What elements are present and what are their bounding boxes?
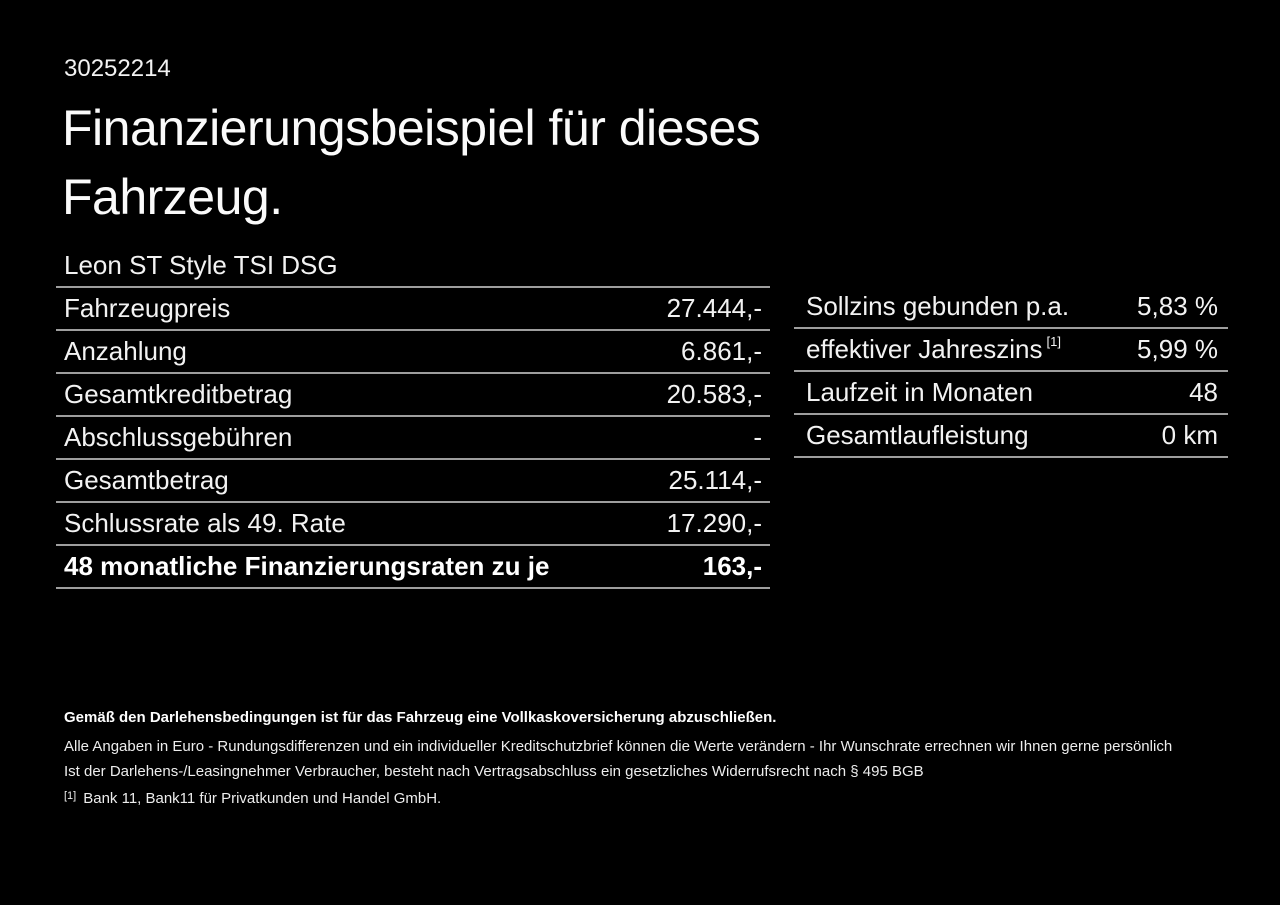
row-label: 48 monatliche Finanzierungsraten zu je (64, 551, 550, 581)
row-value: 5,99 % (1137, 334, 1218, 364)
row-label: Gesamtlaufleistung (806, 420, 1029, 450)
table-row-anzahlung: Anzahlung 6.861,- (56, 331, 770, 374)
table-row-schlussrate: Schlussrate als 49. Rate 17.290,- (56, 503, 770, 546)
table-row-fahrzeugpreis: Fahrzeugpreis 27.444,- (56, 288, 770, 331)
vehicle-name: Leon ST Style TSI DSG (64, 250, 338, 280)
page-title: Finanzierungsbeispiel für dieses Fahrzeug… (62, 94, 761, 232)
conditions-table: Sollzins gebunden p.a. 5,83 % effektiver… (794, 286, 1228, 458)
bank-footnote: [1] Bank 11, Bank11 für Privatkunden und … (64, 790, 441, 807)
table-row-gesamtkreditbetrag: Gesamtkreditbetrag 20.583,- (56, 374, 770, 417)
page-title-line-1: Finanzierungsbeispiel für dieses (62, 100, 761, 156)
row-label: Sollzins gebunden p.a. (806, 291, 1070, 321)
row-value: 27.444,- (666, 293, 762, 323)
document-id: 30252214 (64, 55, 171, 82)
row-value: 25.114,- (668, 465, 762, 495)
row-label: Schlussrate als 49. Rate (64, 508, 346, 538)
row-label: Anzahlung (64, 336, 187, 366)
row-value: - (753, 422, 762, 452)
table-row-gesamtbetrag: Gesamtbetrag 25.114,- (56, 460, 770, 503)
footnote-text: Bank 11, Bank11 für Privatkunden und Han… (83, 790, 442, 807)
table-row-sollzins: Sollzins gebunden p.a. 5,83 % (794, 286, 1228, 329)
row-value: 20.583,- (666, 379, 762, 409)
table-row-effektiver-jahreszins: effektiver Jahreszins [1] 5,99 % (794, 329, 1228, 372)
row-value: 5,83 % (1137, 291, 1218, 321)
row-label-text: effektiver Jahreszins (806, 334, 1043, 364)
footnote-marker: [1] (64, 790, 77, 802)
row-value: 17.290,- (666, 508, 762, 538)
table-row-gesamtlaufleistung: Gesamtlaufleistung 0 km (794, 415, 1228, 458)
insurance-requirement-note: Gemäß den Darlehensbedingungen ist für d… (64, 709, 777, 726)
table-row-laufzeit: Laufzeit in Monaten 48 (794, 372, 1228, 415)
table-row-monatsrate: 48 monatliche Finanzierungsraten zu je 1… (56, 546, 770, 589)
row-label: Abschlussgebühren (64, 422, 293, 452)
row-label: Laufzeit in Monaten (806, 377, 1033, 407)
row-label: Fahrzeugpreis (64, 293, 231, 323)
disclaimer-line-2: Ist der Darlehens-/Leasingnehmer Verbrau… (64, 763, 924, 780)
row-label: Gesamtbetrag (64, 465, 229, 495)
row-value: 6.861,- (681, 336, 762, 366)
row-value: 48 (1189, 377, 1218, 407)
row-value: 0 km (1161, 420, 1218, 450)
disclaimer-line-1: Alle Angaben in Euro - Rundungsdifferenz… (64, 738, 1173, 755)
row-label: Gesamtkreditbetrag (64, 379, 293, 409)
page-title-line-2: Fahrzeug. (62, 169, 283, 225)
table-row-abschlussgebuehren: Abschlussgebühren - (56, 417, 770, 460)
financing-table: Fahrzeugpreis 27.444,- Anzahlung 6.861,-… (56, 286, 770, 589)
footnote-reference: [1] (1046, 334, 1061, 349)
row-label: effektiver Jahreszins [1] (806, 334, 1061, 365)
row-value: 163,- (702, 551, 762, 581)
